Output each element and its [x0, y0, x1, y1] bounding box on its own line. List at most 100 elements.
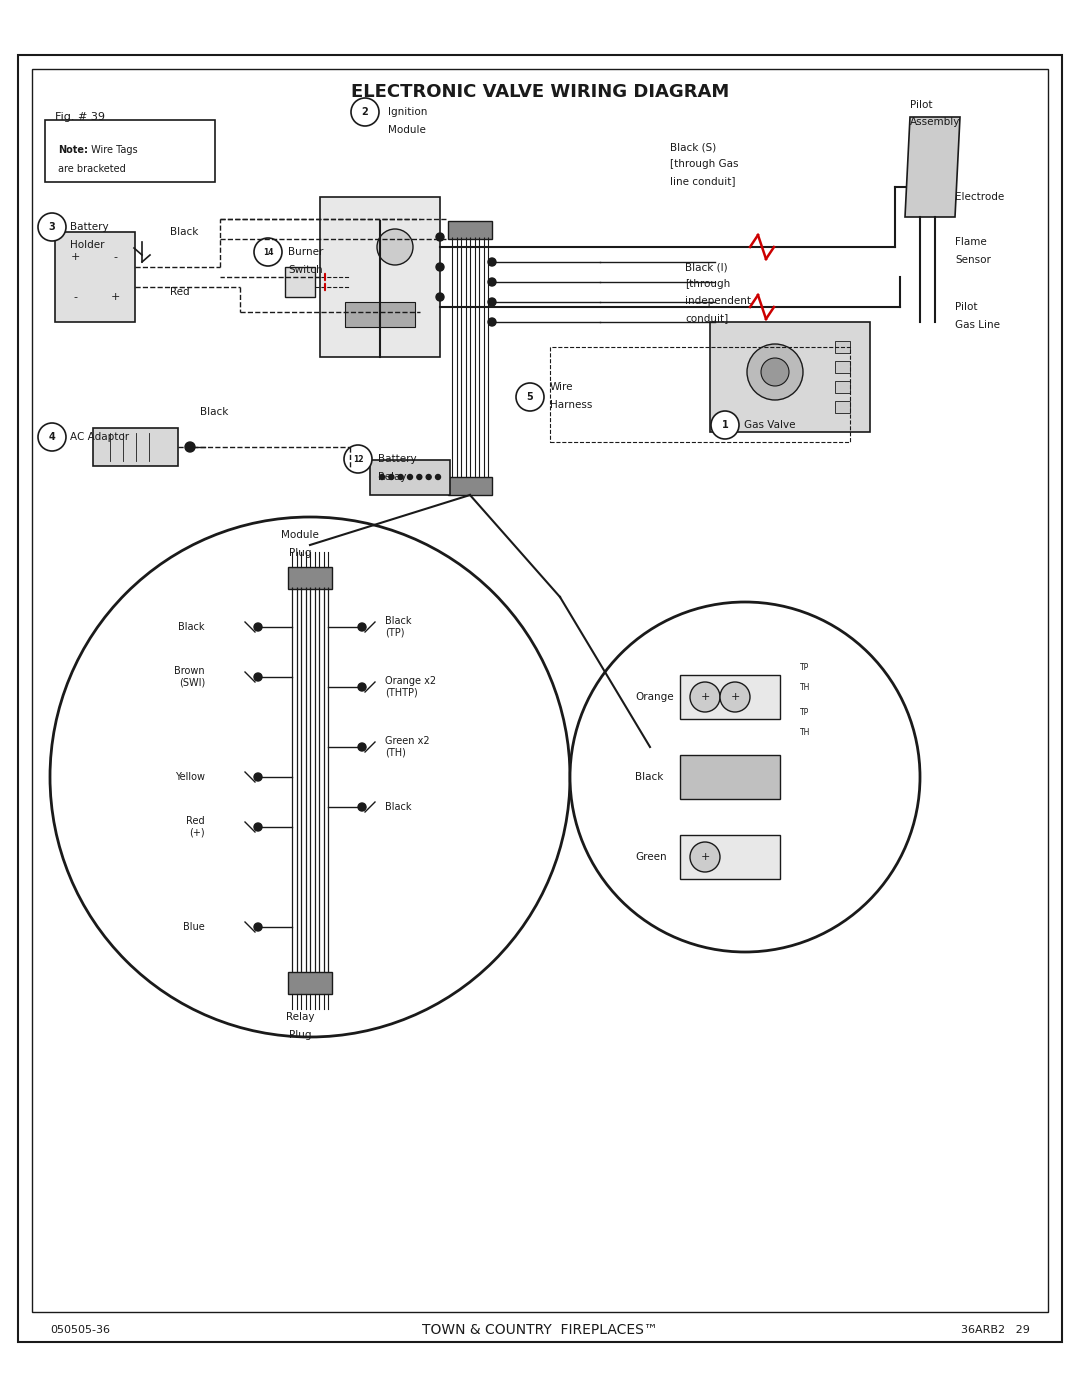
- Circle shape: [389, 475, 394, 479]
- Bar: [710, 321, 870, 432]
- Text: Orange: Orange: [635, 692, 674, 703]
- Bar: [288, 972, 332, 995]
- Text: Green x2
(TH): Green x2 (TH): [384, 736, 430, 757]
- Text: Black: Black: [200, 407, 228, 416]
- Circle shape: [436, 233, 444, 242]
- Text: 050505-36: 050505-36: [50, 1324, 110, 1336]
- Text: Relay: Relay: [378, 472, 406, 482]
- Circle shape: [488, 278, 496, 286]
- Bar: [448, 476, 492, 495]
- Text: 12: 12: [353, 454, 363, 464]
- Text: [through: [through: [685, 279, 730, 289]
- Bar: [835, 401, 850, 414]
- Text: Relay: Relay: [286, 1011, 314, 1023]
- Text: 3: 3: [49, 222, 55, 232]
- Bar: [835, 381, 850, 393]
- Text: Black: Black: [384, 802, 411, 812]
- Circle shape: [516, 383, 544, 411]
- Text: Plug: Plug: [288, 548, 311, 557]
- Text: TH: TH: [800, 683, 810, 692]
- Circle shape: [407, 475, 413, 479]
- Circle shape: [254, 623, 262, 631]
- Circle shape: [357, 743, 366, 752]
- Text: Brown
(SWI): Brown (SWI): [174, 666, 205, 687]
- Text: Black
(TP): Black (TP): [384, 616, 411, 638]
- Circle shape: [436, 293, 444, 300]
- Text: Green: Green: [635, 852, 666, 862]
- Circle shape: [254, 923, 262, 930]
- Circle shape: [436, 263, 444, 271]
- Text: Fig. # 39: Fig. # 39: [55, 112, 105, 122]
- Text: Electrode: Electrode: [955, 191, 1004, 203]
- Text: conduit]: conduit]: [685, 313, 728, 323]
- Text: Pilot: Pilot: [910, 101, 932, 110]
- Text: -: -: [113, 251, 117, 263]
- Text: 4: 4: [49, 432, 55, 441]
- Text: Orange x2
(THTP): Orange x2 (THTP): [384, 676, 436, 697]
- Text: TP: TP: [800, 662, 809, 672]
- Bar: [93, 427, 177, 467]
- Text: Module: Module: [281, 529, 319, 541]
- Text: Red: Red: [170, 286, 190, 298]
- Circle shape: [50, 517, 570, 1037]
- Circle shape: [254, 237, 282, 265]
- Text: Blue: Blue: [184, 922, 205, 932]
- Circle shape: [357, 803, 366, 812]
- Text: Wire Tags: Wire Tags: [87, 145, 137, 155]
- Text: Black: Black: [170, 226, 199, 237]
- Text: Black (S): Black (S): [670, 142, 716, 152]
- Circle shape: [254, 823, 262, 831]
- Text: Note:: Note:: [58, 145, 87, 155]
- Text: TP: TP: [800, 707, 809, 717]
- Text: [through Gas: [through Gas: [670, 159, 739, 169]
- Bar: [835, 360, 850, 373]
- Text: Sensor: Sensor: [955, 256, 990, 265]
- Bar: [680, 835, 780, 879]
- Text: are bracketed: are bracketed: [58, 163, 125, 175]
- Bar: [285, 267, 315, 298]
- Circle shape: [345, 446, 372, 474]
- Text: TOWN & COUNTRY  FIREPLACES™: TOWN & COUNTRY FIREPLACES™: [422, 1323, 658, 1337]
- Text: Battery: Battery: [378, 454, 417, 464]
- Text: Pilot: Pilot: [955, 302, 977, 312]
- Bar: [448, 221, 492, 239]
- Bar: [835, 341, 850, 353]
- Text: Flame: Flame: [955, 237, 987, 247]
- Text: Black: Black: [178, 622, 205, 631]
- Circle shape: [254, 773, 262, 781]
- Circle shape: [690, 842, 720, 872]
- Circle shape: [570, 602, 920, 951]
- Circle shape: [38, 212, 66, 242]
- Text: Black: Black: [635, 773, 663, 782]
- Text: Gas Line: Gas Line: [955, 320, 1000, 330]
- Text: Yellow: Yellow: [175, 773, 205, 782]
- Text: Burner: Burner: [288, 247, 323, 257]
- Circle shape: [427, 475, 431, 479]
- Bar: [288, 567, 332, 590]
- Circle shape: [720, 682, 750, 712]
- Circle shape: [357, 623, 366, 631]
- Text: 1: 1: [721, 420, 728, 430]
- Text: Wire: Wire: [550, 381, 573, 393]
- Text: +: +: [70, 251, 80, 263]
- Text: independent: independent: [685, 296, 751, 306]
- Text: +: +: [730, 692, 740, 703]
- Circle shape: [711, 411, 739, 439]
- Circle shape: [377, 229, 413, 265]
- Circle shape: [254, 673, 262, 680]
- Circle shape: [488, 298, 496, 306]
- Circle shape: [435, 475, 441, 479]
- Text: 2: 2: [362, 108, 368, 117]
- Circle shape: [379, 475, 384, 479]
- Circle shape: [399, 475, 403, 479]
- Bar: [680, 754, 780, 799]
- Bar: [680, 675, 780, 719]
- FancyBboxPatch shape: [45, 120, 215, 182]
- Text: ELECTRONIC VALVE WIRING DIAGRAM: ELECTRONIC VALVE WIRING DIAGRAM: [351, 82, 729, 101]
- Bar: [320, 197, 440, 358]
- Circle shape: [488, 258, 496, 265]
- Circle shape: [761, 358, 789, 386]
- Bar: [370, 460, 450, 495]
- Text: Assembly: Assembly: [910, 117, 960, 127]
- Text: Module: Module: [388, 124, 426, 136]
